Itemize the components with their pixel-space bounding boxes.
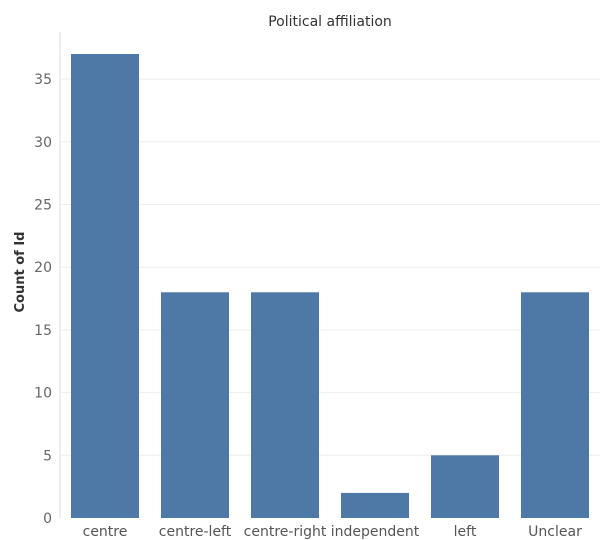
x-category-label: Unclear [528, 524, 582, 540]
y-tick-labels: 0 5 10 15 20 25 30 35 [34, 72, 52, 527]
y-tick-label: 10 [34, 386, 52, 402]
x-category-label: independent [331, 524, 420, 540]
x-category-label: centre-left [159, 524, 232, 540]
bar-independent[interactable] [341, 492, 409, 518]
x-category-label: centre-right [244, 524, 327, 540]
bar-centre[interactable] [71, 54, 139, 518]
y-tick-label: 0 [43, 511, 52, 527]
x-category-label: left [454, 524, 477, 540]
y-tick-label: 5 [43, 448, 52, 464]
x-category-label: centre [83, 524, 128, 540]
y-tick-label: 30 [34, 135, 52, 151]
gridlines [60, 78, 600, 456]
y-tick-label: 35 [34, 72, 52, 88]
bar-left[interactable] [431, 455, 499, 518]
x-category-labels: centre centre-left centre-right independent… [83, 524, 582, 540]
bar-unclear[interactable] [521, 292, 589, 518]
y-axis-label: Count of Id [13, 232, 28, 313]
bar-centre-left[interactable] [161, 292, 229, 518]
bars [71, 54, 589, 518]
y-tick-label: 15 [34, 323, 52, 339]
y-tick-label: 20 [34, 260, 52, 276]
y-tick-label: 25 [34, 197, 52, 213]
chart-title: Political affiliation [268, 14, 392, 30]
bar-centre-right[interactable] [251, 292, 319, 518]
